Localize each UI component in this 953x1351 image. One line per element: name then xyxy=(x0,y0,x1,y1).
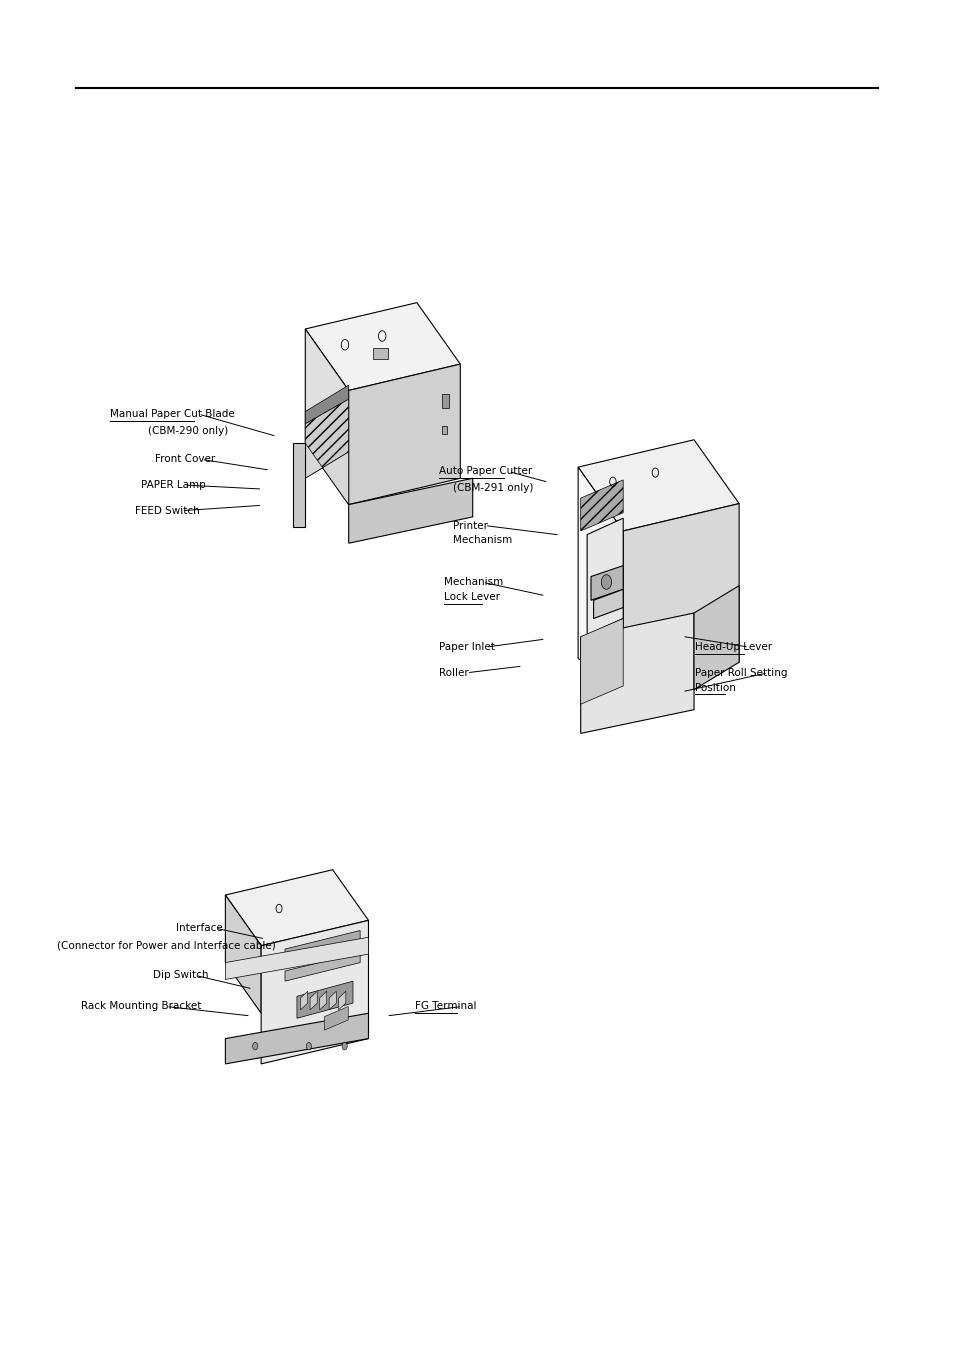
Text: (CBM-290 only): (CBM-290 only) xyxy=(148,426,228,436)
Polygon shape xyxy=(329,992,335,1011)
Polygon shape xyxy=(225,896,261,1013)
Bar xyxy=(441,394,449,408)
Polygon shape xyxy=(593,589,622,619)
Polygon shape xyxy=(305,303,460,390)
Text: FG Terminal: FG Terminal xyxy=(415,1001,476,1012)
Text: Dip Switch: Dip Switch xyxy=(152,970,208,981)
Polygon shape xyxy=(338,992,345,1011)
Circle shape xyxy=(253,1043,257,1050)
Text: Head-Up Lever: Head-Up Lever xyxy=(694,642,771,653)
Text: FEED Switch: FEED Switch xyxy=(135,505,200,516)
Polygon shape xyxy=(225,938,368,979)
Circle shape xyxy=(306,1043,311,1050)
Polygon shape xyxy=(261,920,368,1065)
Polygon shape xyxy=(319,992,326,1011)
Text: Roller: Roller xyxy=(438,667,468,678)
Polygon shape xyxy=(578,440,739,531)
Polygon shape xyxy=(580,613,694,734)
Text: Interface: Interface xyxy=(176,923,223,934)
Polygon shape xyxy=(580,480,622,531)
Polygon shape xyxy=(694,586,739,689)
Polygon shape xyxy=(580,619,622,704)
Text: Paper Inlet: Paper Inlet xyxy=(438,642,495,653)
Polygon shape xyxy=(305,443,349,504)
Circle shape xyxy=(342,1043,347,1050)
Polygon shape xyxy=(293,443,305,527)
Text: Front Cover: Front Cover xyxy=(154,454,214,465)
Text: PAPER Lamp: PAPER Lamp xyxy=(141,480,206,490)
Polygon shape xyxy=(622,504,739,686)
Polygon shape xyxy=(305,385,349,424)
Text: Manual Paper Cut Blade: Manual Paper Cut Blade xyxy=(110,409,234,419)
Polygon shape xyxy=(225,870,368,946)
Polygon shape xyxy=(305,330,349,504)
Polygon shape xyxy=(578,467,622,686)
Text: Auto Paper Cutter: Auto Paper Cutter xyxy=(438,466,532,477)
Bar xyxy=(374,349,388,359)
Text: Rack Mounting Bracket: Rack Mounting Bracket xyxy=(81,1001,201,1012)
Polygon shape xyxy=(349,478,472,543)
Polygon shape xyxy=(305,400,349,478)
Text: Lock Lever: Lock Lever xyxy=(443,592,499,603)
Polygon shape xyxy=(310,992,316,1011)
Text: Position: Position xyxy=(694,682,735,693)
Text: Mechanism: Mechanism xyxy=(443,577,502,588)
Polygon shape xyxy=(324,1006,348,1029)
Circle shape xyxy=(600,574,611,589)
Polygon shape xyxy=(225,1013,368,1065)
Text: (CBM-291 only): (CBM-291 only) xyxy=(453,482,533,493)
Polygon shape xyxy=(285,952,359,981)
Polygon shape xyxy=(349,363,460,504)
Bar xyxy=(441,426,446,434)
Text: Paper Roll Setting: Paper Roll Setting xyxy=(694,667,786,678)
Text: (Connector for Power and Interface cable): (Connector for Power and Interface cable… xyxy=(57,940,275,951)
Polygon shape xyxy=(586,519,622,635)
Polygon shape xyxy=(590,566,622,600)
Text: Printer: Printer xyxy=(453,520,488,531)
Text: Mechanism: Mechanism xyxy=(453,535,512,546)
Polygon shape xyxy=(285,931,359,959)
Polygon shape xyxy=(300,992,307,1011)
Polygon shape xyxy=(296,981,353,1019)
